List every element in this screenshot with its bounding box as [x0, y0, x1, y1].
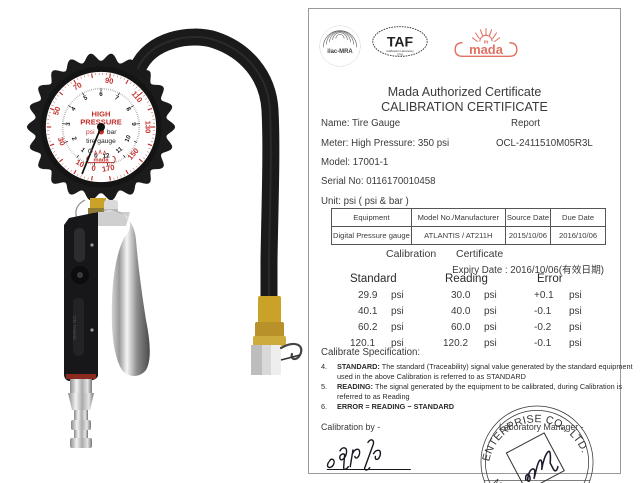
svg-text:ilac-MRA: ilac-MRA: [327, 49, 353, 55]
svg-text:TAF: TAF: [387, 33, 414, 49]
svg-text:MADA: MADA: [491, 477, 514, 483]
svg-text:0742: 0742: [397, 53, 404, 57]
svg-text:mada: mada: [469, 42, 504, 57]
svg-text:SERIAL NO.: SERIAL NO.: [72, 315, 77, 340]
